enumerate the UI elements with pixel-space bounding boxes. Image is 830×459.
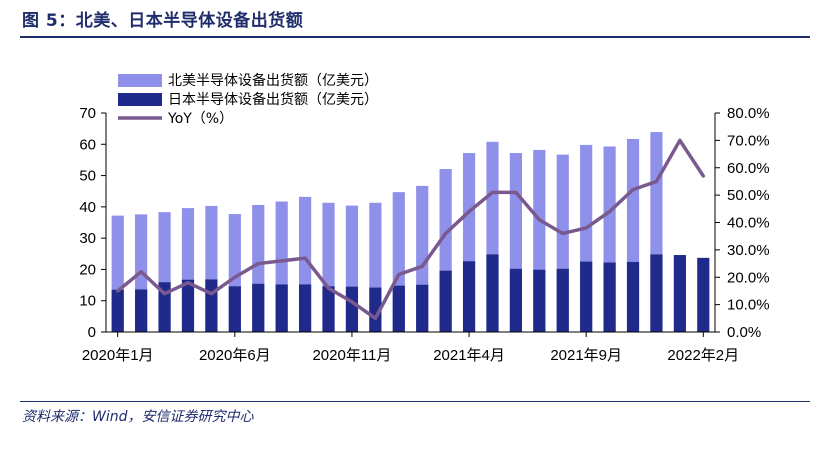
bar-japan [580, 261, 593, 332]
bar-japan [369, 287, 382, 332]
y-right-tick-label: 70.0% [727, 132, 770, 149]
x-tick-label: 2020年11月 [312, 347, 391, 364]
bar-japan [252, 283, 265, 332]
x-tick-label: 2021年4月 [433, 347, 505, 364]
bar-japan [439, 270, 452, 332]
y-right-tick-label: 0.0% [727, 324, 761, 341]
y-left-tick-label: 50 [79, 168, 96, 185]
legend-swatch [118, 93, 162, 106]
x-tick-label: 2022年2月 [667, 347, 739, 364]
figure-title: 图 5：北美、日本半导体设备出货额 [22, 11, 304, 31]
bar-japan [135, 289, 148, 332]
legend: 北美半导体设备出货额（亿美元） 日本半导体设备出货额（亿美元） YoY（%） [118, 72, 378, 127]
legend-label: 日本半导体设备出货额（亿美元） [168, 91, 378, 108]
bars [111, 132, 710, 332]
x-tick-label: 2021年9月 [550, 347, 622, 364]
bar-japan [111, 289, 124, 332]
bar-japan [345, 286, 359, 332]
bar-japan [158, 282, 171, 332]
bar-japan [509, 268, 522, 332]
legend-label: YoY（%） [167, 111, 233, 127]
x-tick-label: 2020年1月 [82, 347, 154, 364]
y-left-tick-label: 60 [79, 136, 96, 153]
bar-japan [228, 286, 241, 332]
y-left-tick-label: 40 [79, 199, 96, 216]
yoy-series-line [115, 138, 706, 321]
y-right-tick-label: 50.0% [727, 187, 770, 204]
y-right-tick-label: 40.0% [727, 215, 770, 232]
bar-japan [416, 284, 429, 332]
bar-japan [533, 269, 546, 332]
bar-japan [322, 286, 335, 332]
source-rule [20, 401, 810, 402]
legend-swatch [118, 74, 162, 87]
y-right-tick-label: 30.0% [727, 242, 770, 259]
y-right-tick-label: 10.0% [727, 297, 770, 314]
yoy-line [115, 138, 706, 321]
y-left-tick-label: 0 [88, 324, 96, 341]
y-left-tick-label: 30 [79, 230, 96, 247]
title-rule [20, 36, 810, 38]
y-right-tick-label: 60.0% [727, 160, 770, 177]
bar-japan [299, 284, 312, 332]
bar-japan [603, 262, 616, 332]
bar-japan [205, 279, 218, 332]
bar-japan [392, 285, 405, 332]
bar-japan [697, 257, 710, 332]
axes: 0 10 20 30 40 50 60 70 0.0% 10.0% 20.0% 30.0% 40.0% 5… [79, 105, 769, 364]
x-tick-label: 2020年6月 [199, 347, 271, 364]
bar-japan [626, 261, 640, 332]
bar-japan [673, 255, 686, 332]
chart: 北美半导体设备出货额（亿美元） 日本半导体设备出货额（亿美元） YoY（%） 0 10… [79, 72, 769, 364]
bar-japan [486, 254, 499, 332]
bar-japan [462, 261, 476, 332]
y-right-tick-label: 20.0% [727, 269, 770, 286]
y-left-tick-label: 10 [79, 293, 96, 310]
bar-japan [650, 254, 663, 332]
bar-japan [556, 268, 569, 332]
bar-japan [275, 284, 288, 332]
y-left-tick-label: 20 [79, 261, 96, 278]
bar-japan [181, 279, 195, 332]
source-note: 资料来源：Wind，安信证券研究中心 [22, 409, 254, 425]
legend-label: 北美半导体设备出货额（亿美元） [168, 72, 378, 89]
y-right-tick-label: 80.0% [727, 105, 770, 122]
y-left-tick-label: 70 [79, 105, 96, 122]
